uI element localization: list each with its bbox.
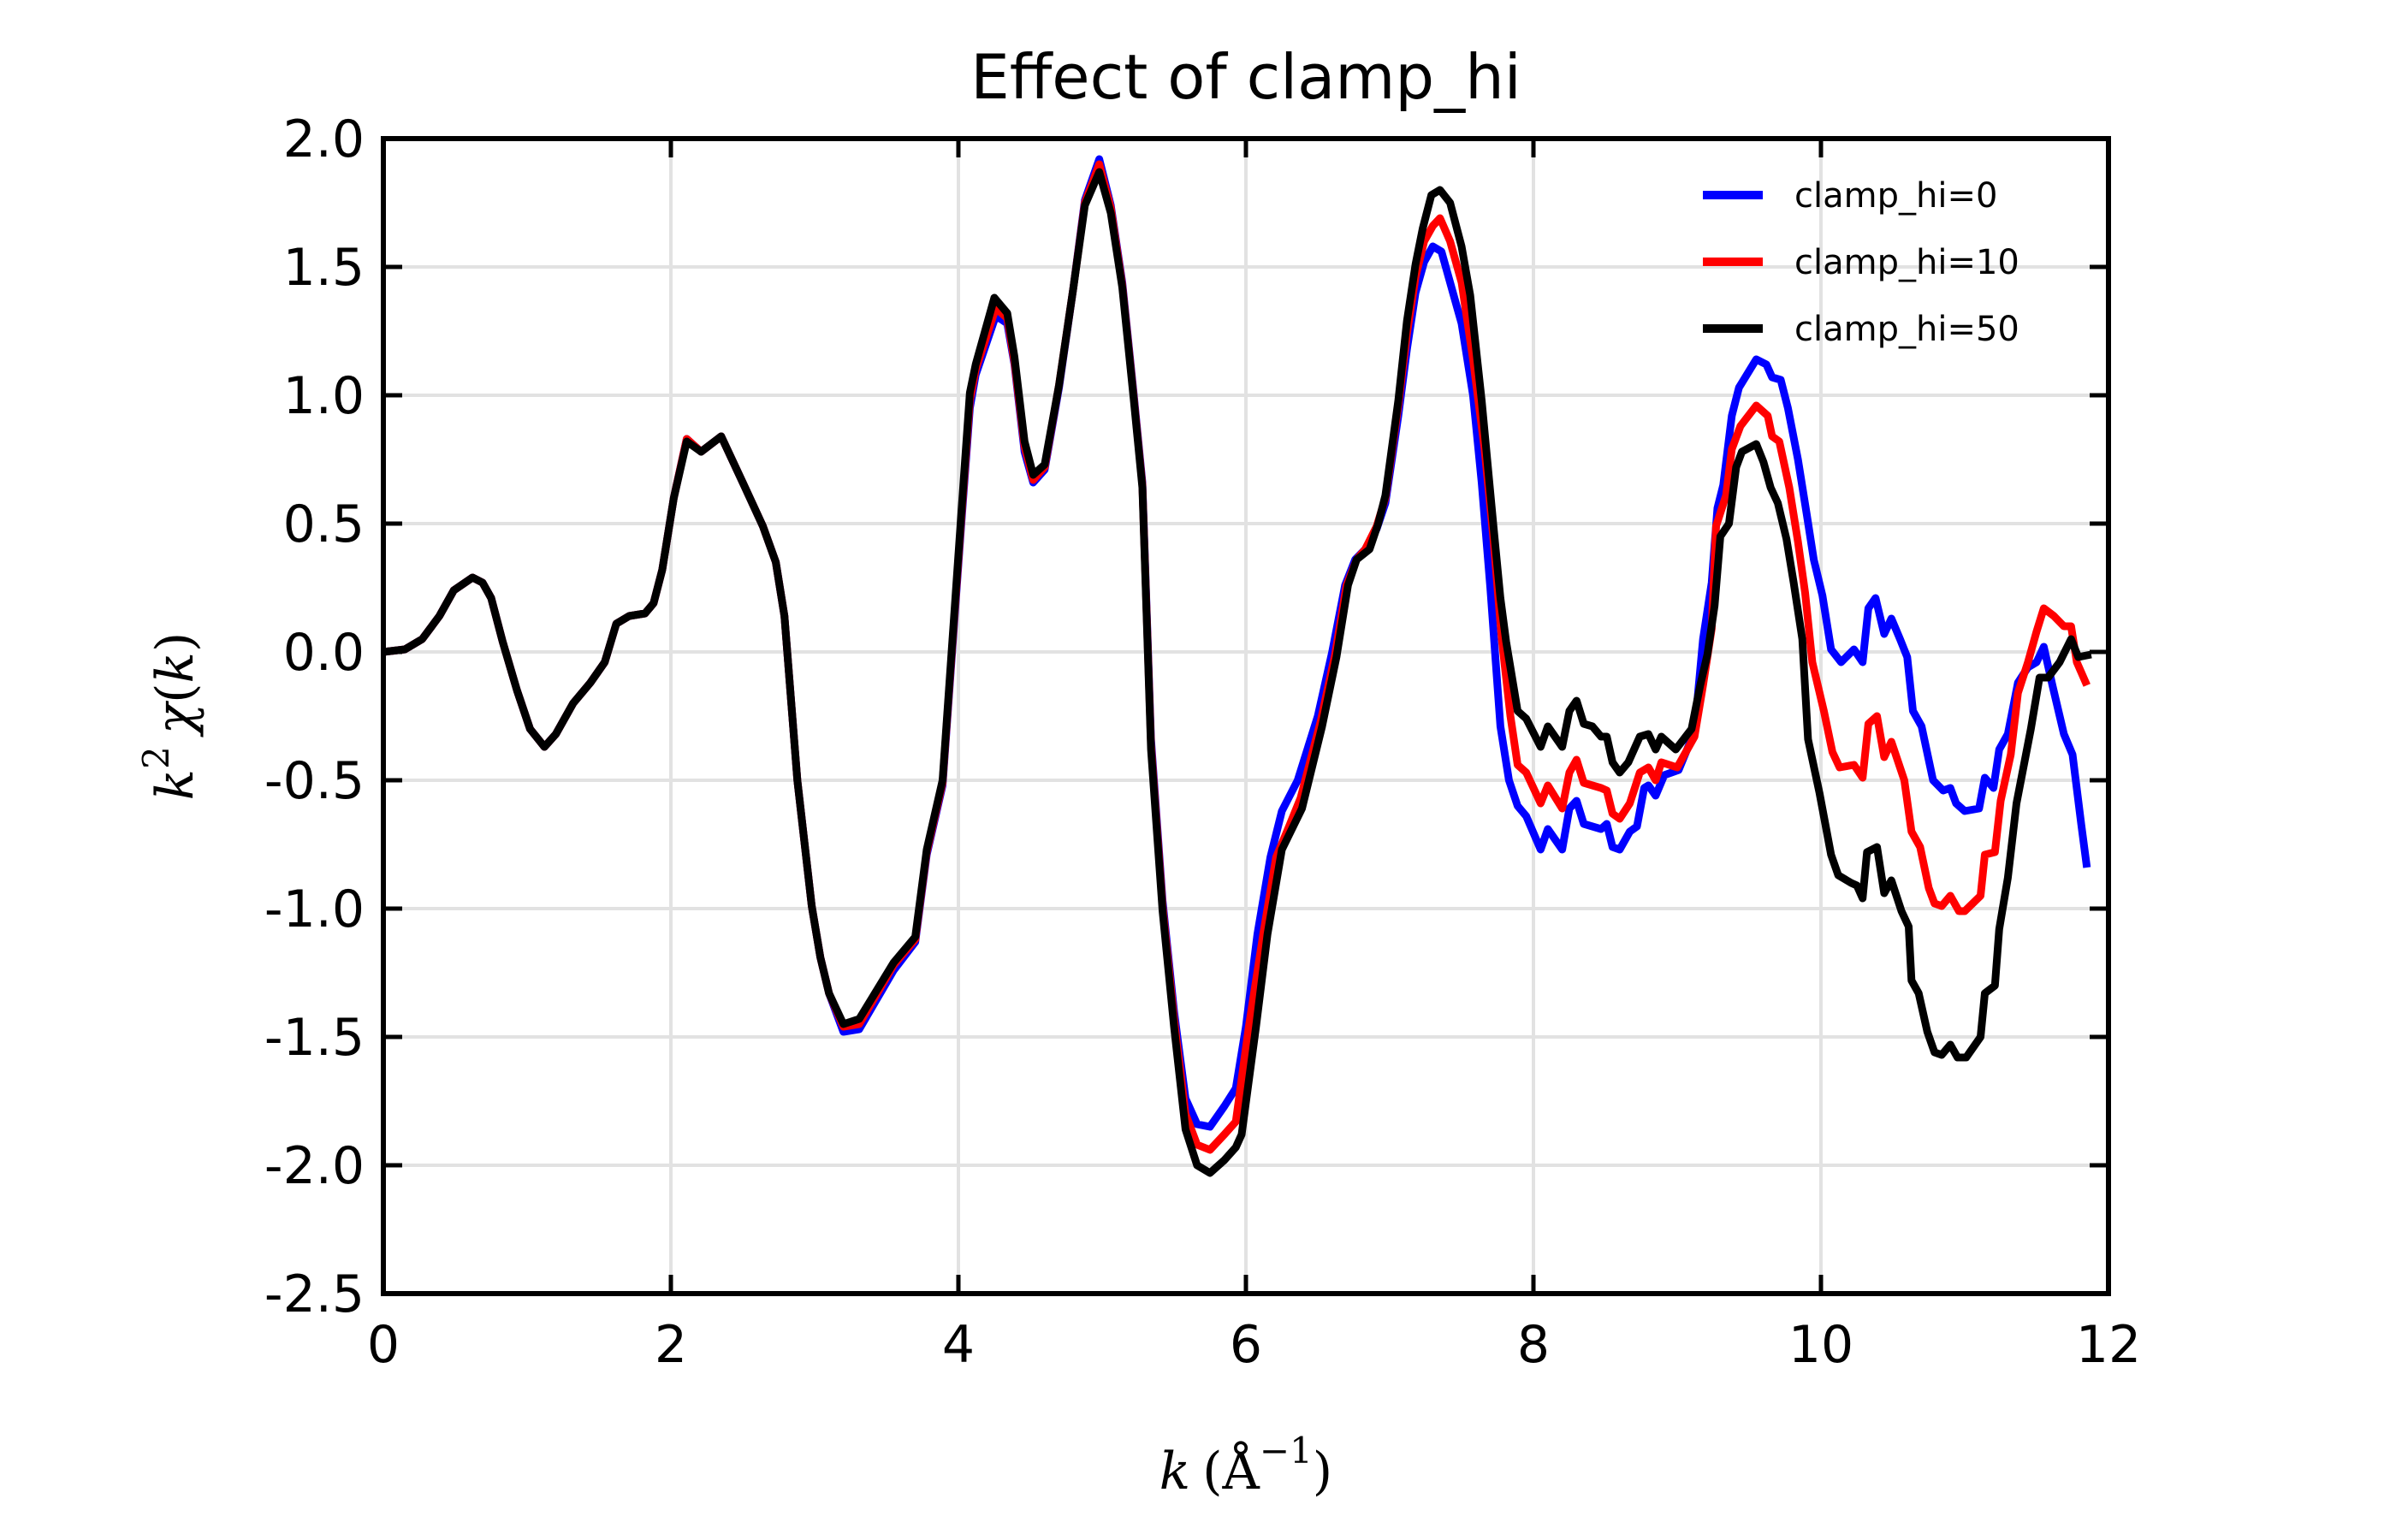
legend-label: clamp_hi=10 — [1794, 243, 2019, 282]
legend-item: clamp_hi=0 — [1703, 176, 1997, 216]
y-tick-label: -1.0 — [264, 880, 365, 939]
legend-label: clamp_hi=0 — [1794, 176, 1997, 216]
y-tick-labels: 2.0 1.5 1.0 0.5 0.0 -0.5 -1.0 -1.5 -2.0 -2.5 — [264, 110, 365, 1324]
x-tick-label: 6 — [1230, 1315, 1262, 1375]
legend-item: clamp_hi=50 — [1703, 310, 2019, 349]
x-tick-labels: 0 2 4 6 8 10 12 — [367, 1315, 2141, 1375]
series-line-0 — [383, 155, 2091, 1131]
x-tick-label: 2 — [655, 1315, 687, 1375]
x-tick-label: 12 — [2076, 1315, 2141, 1375]
legend-item: clamp_hi=10 — [1703, 243, 2019, 282]
y-axis-label-text: k2χ(k) — [135, 632, 205, 801]
y-tick-label: 0.0 — [283, 623, 365, 683]
x-tick-label: 4 — [942, 1315, 975, 1375]
y-tick-label: -2.0 — [264, 1136, 365, 1196]
x-tick-label: 0 — [367, 1315, 400, 1375]
x-axis-label-text: k (Å−1) — [1159, 1430, 1332, 1502]
x-tick-label: 10 — [1788, 1315, 1853, 1375]
y-tick-label: 0.5 — [283, 495, 365, 554]
x-gridlines — [669, 139, 1823, 1294]
legend: clamp_hi=0 clamp_hi=10 clamp_hi=50 — [1703, 176, 2019, 349]
y-tick-label: -1.5 — [264, 1008, 365, 1068]
y-tick-label: -0.5 — [264, 751, 365, 811]
y-tick-label: 1.0 — [283, 366, 365, 426]
x-tick-label: 8 — [1517, 1315, 1550, 1375]
x-axis-label-k: k — [1159, 1442, 1190, 1502]
chart-title: Effect of clamp_hi — [970, 41, 1521, 113]
series-layer — [383, 155, 2092, 1177]
y-tick-label: -2.5 — [264, 1265, 365, 1324]
legend-label: clamp_hi=50 — [1794, 310, 2019, 349]
y-gridlines — [383, 265, 2108, 1167]
ticks — [381, 136, 2111, 1296]
x-axis-label: k (Å−1) — [1159, 1430, 1332, 1502]
y-axis-label: k2χ(k) — [135, 632, 205, 801]
series-line-2 — [383, 168, 2092, 1177]
y-tick-label: 2.0 — [283, 110, 365, 169]
y-tick-label: 1.5 — [283, 238, 365, 298]
